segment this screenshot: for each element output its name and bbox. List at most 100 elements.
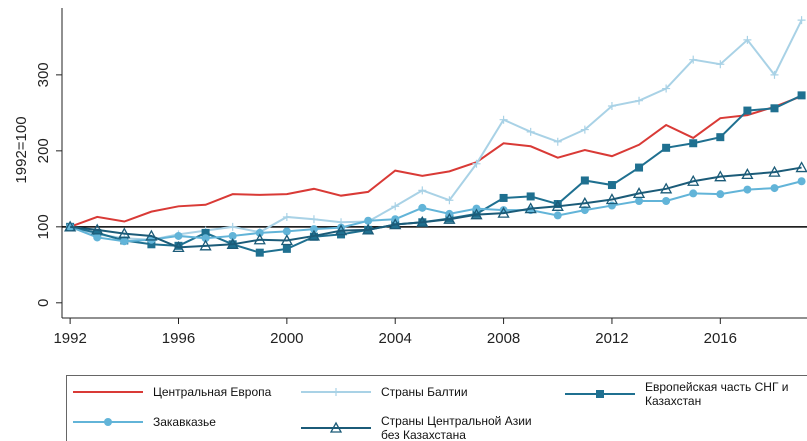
marker [497,206,510,218]
marker [607,201,616,210]
marker [741,168,754,180]
marker [689,139,698,148]
marker [309,225,318,234]
marker [632,187,646,199]
marker [201,234,210,243]
marker [228,222,237,231]
marker [770,104,779,113]
marker [580,206,589,215]
marker [689,55,698,64]
marker [551,199,564,211]
series-line [69,180,802,243]
series-line [69,95,802,228]
chart: 1992=100 0 100 200 300 1992 1996 2000 2004 2008 2… [13,8,807,347]
legend-swatch [301,421,371,433]
marker [334,224,348,236]
marker [689,189,698,198]
legend-label: Страны Балтии [381,385,468,399]
legend-item: Страны Балтии [299,384,468,400]
legend-swatch [301,388,371,396]
marker [596,390,604,398]
series-line [69,19,803,241]
marker [472,159,481,168]
marker [607,181,616,190]
marker [93,233,102,242]
marker [226,237,239,249]
x-tick-label: 2008 [487,330,520,347]
marker [635,196,644,205]
marker [309,215,318,224]
marker [282,212,291,221]
marker [553,200,562,209]
legend-swatch [73,391,143,393]
marker [147,240,156,249]
marker [174,241,183,250]
marker [307,229,321,241]
marker [120,237,129,246]
marker [391,202,400,211]
marker [416,215,429,227]
marker [526,127,535,136]
legend-label: Страны Центральной Азии без Казахстана [381,414,532,441]
marker [364,216,373,225]
legend-swatch [73,418,143,426]
marker [253,233,266,245]
marker [499,115,508,124]
legend-item: Европейская часть СНГ и Казахстан [563,380,805,408]
marker [470,208,483,220]
marker [797,16,806,25]
x-tick-label: 1992 [53,330,86,347]
marker [662,196,671,205]
marker [553,137,562,146]
marker [201,228,210,237]
x-tick-label: 2000 [270,330,303,347]
y-tick-label: 100 [35,214,52,239]
y-axis-title: 1992=100 [13,116,30,183]
marker [580,125,589,134]
marker [255,228,264,237]
marker [524,202,537,214]
x-tick-label: 2004 [379,330,412,347]
x-tick-label: 2016 [704,330,737,347]
marker [104,418,112,426]
legend-swatch [565,390,635,398]
marker [418,203,427,212]
marker [172,240,185,252]
marker [174,231,183,240]
marker [443,212,456,224]
y-tick-label: 300 [35,62,52,87]
marker [662,143,671,152]
marker [362,223,375,235]
marker [605,193,619,205]
marker [499,193,508,202]
marker [768,165,781,177]
x-tick-label: 1996 [162,330,195,347]
legend-item: Страны Центральной Азии без Казахстана [299,414,551,441]
marker [118,227,131,239]
legend-label: Закавказье [153,415,216,429]
marker [91,223,104,235]
marker [687,174,700,186]
marker [635,96,644,105]
legend-label: Европейская часть СНГ и Казахстан [645,380,789,408]
marker [797,177,806,186]
marker [64,220,77,232]
legend-item: Центральная Европа [71,384,271,400]
marker [282,244,291,253]
marker [743,185,752,194]
marker [607,102,616,111]
marker [714,170,727,182]
marker [280,234,293,246]
marker [145,229,158,241]
marker [743,35,752,44]
marker [716,60,725,69]
marker [255,248,264,257]
legend: Центральная Европа Страны Балтии Европейск… [66,375,807,441]
marker [770,70,779,79]
marker [797,91,806,100]
marker [662,84,671,93]
marker [716,190,725,199]
series-line [70,166,802,249]
x-tick-label: 2012 [595,330,628,347]
y-tick-label: 0 [35,299,52,307]
